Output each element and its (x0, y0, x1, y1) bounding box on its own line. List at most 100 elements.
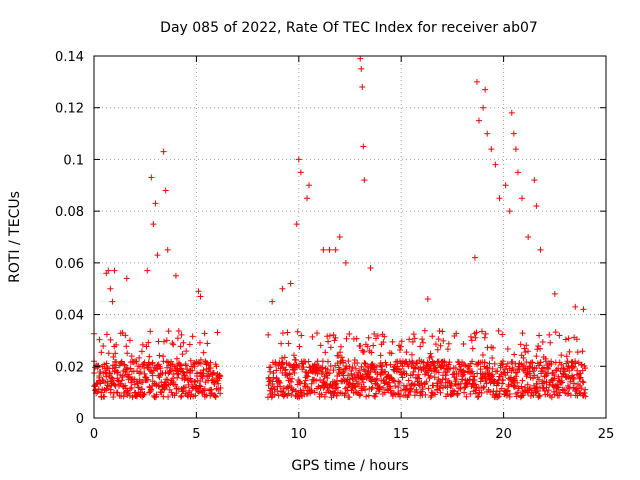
data-point (409, 371, 416, 378)
data-point (324, 358, 331, 365)
data-point (179, 351, 186, 358)
data-point (301, 383, 308, 390)
data-point (128, 353, 135, 360)
data-point (323, 380, 330, 387)
data-point (164, 376, 171, 383)
data-point (217, 384, 224, 391)
data-point (321, 393, 328, 400)
data-point (479, 351, 486, 358)
data-point (304, 384, 311, 391)
data-point (309, 333, 316, 340)
data-point (491, 378, 498, 385)
data-point (353, 378, 360, 385)
data-point (172, 381, 179, 388)
data-point (324, 374, 331, 381)
data-point (510, 378, 517, 385)
data-point (361, 360, 368, 367)
data-point (557, 389, 564, 396)
data-point (431, 374, 438, 381)
data-point (410, 368, 417, 375)
data-point (333, 392, 340, 399)
data-point (387, 385, 394, 392)
y-tick-label: 0.04 (55, 309, 84, 324)
data-point (165, 393, 172, 400)
data-point (327, 344, 334, 351)
data-point (533, 353, 540, 360)
data-point (177, 343, 184, 350)
data-point (557, 380, 564, 387)
data-point (429, 359, 436, 366)
data-point (165, 328, 172, 335)
data-point (387, 361, 394, 368)
data-point (490, 344, 497, 351)
data-point (461, 389, 468, 396)
data-point (122, 382, 129, 389)
data-point (425, 360, 432, 367)
data-point (129, 394, 136, 401)
data-point (217, 390, 224, 397)
data-point (410, 382, 417, 389)
plot-frame (93, 55, 607, 419)
data-point (295, 362, 302, 369)
data-point (167, 380, 174, 387)
data-point (512, 146, 519, 153)
data-point (463, 393, 470, 400)
data-point (537, 345, 544, 352)
data-point (277, 365, 284, 372)
data-point (305, 358, 312, 365)
data-point (156, 352, 163, 359)
data-point (287, 280, 294, 287)
data-point (95, 362, 102, 369)
data-point (373, 376, 380, 383)
data-point (457, 385, 464, 392)
data-point (445, 361, 452, 368)
data-point (561, 386, 568, 393)
data-point (153, 391, 160, 398)
data-point (545, 366, 552, 373)
data-point (380, 339, 387, 346)
data-point (343, 335, 350, 342)
data-point (163, 337, 170, 344)
data-point (546, 331, 553, 338)
data-point (398, 371, 405, 378)
data-point (374, 332, 381, 339)
data-point (114, 369, 121, 376)
data-point (173, 355, 180, 362)
data-point (200, 349, 207, 356)
y-axis-label: ROTI / TECUs (7, 191, 23, 283)
x-tick-labels: 0 5 10 15 20 25 (90, 427, 614, 442)
data-point (399, 374, 406, 381)
data-point (567, 378, 574, 385)
data-point (320, 246, 327, 253)
data-point (324, 333, 331, 340)
data-point (492, 161, 499, 168)
data-point (103, 373, 110, 380)
data-point (169, 375, 176, 382)
data-point (107, 336, 114, 343)
data-point (395, 384, 402, 391)
data-point (359, 84, 366, 91)
data-point (432, 391, 439, 398)
data-point (566, 367, 573, 374)
data-point (357, 391, 364, 398)
data-point (214, 329, 221, 336)
data-point (137, 369, 144, 376)
data-point (552, 329, 559, 336)
data-point (332, 334, 339, 341)
data-point (278, 340, 285, 347)
data-point (320, 378, 327, 385)
data-point (166, 368, 173, 375)
data-point (379, 363, 386, 370)
data-point (140, 392, 147, 399)
data-point (169, 340, 176, 347)
data-point (367, 265, 374, 272)
data-point (511, 351, 518, 358)
data-point (160, 353, 167, 360)
data-point (183, 369, 190, 376)
data-point (481, 383, 488, 390)
data-point (467, 391, 474, 398)
data-point (520, 392, 527, 399)
data-point (566, 385, 573, 392)
data-point (530, 375, 537, 382)
data-point (403, 371, 410, 378)
